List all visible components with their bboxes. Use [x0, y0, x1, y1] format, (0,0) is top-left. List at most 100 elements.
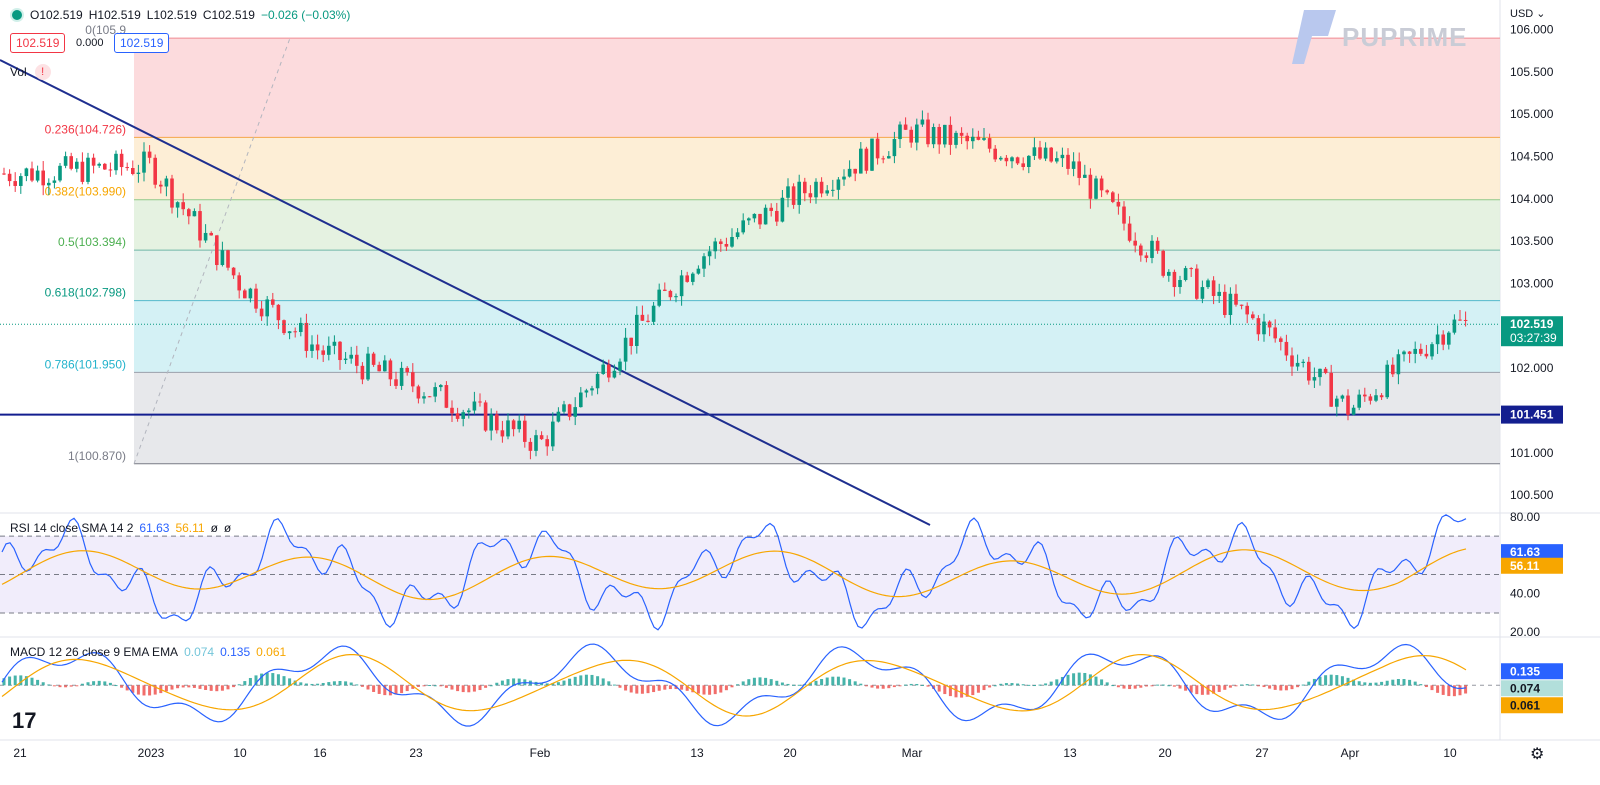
price-change: −0.026 (−0.03%) [260, 8, 351, 22]
candle-body [355, 354, 359, 366]
macd-histogram-bar [1027, 684, 1031, 686]
candle-body [343, 358, 348, 361]
candle-body [607, 364, 611, 378]
candle-body [13, 181, 17, 186]
candle-body [847, 168, 852, 177]
candle-body [1351, 407, 1356, 415]
candle-body [198, 211, 202, 241]
candle-body [623, 337, 628, 362]
currency-selector[interactable]: USD ⌄ [1510, 8, 1546, 20]
candle-body [747, 218, 751, 221]
macd-histogram-bar [1329, 674, 1333, 686]
macd-histogram-bar [355, 684, 359, 686]
candle-body [1083, 174, 1087, 178]
macd-histogram-bar [19, 675, 23, 686]
macd-histogram-bar [226, 685, 230, 690]
candle-body [965, 135, 969, 142]
sell-price-button[interactable]: 102.519 [10, 33, 66, 53]
volume-legend[interactable]: Vol ! [10, 64, 51, 80]
macd-histogram-bar [366, 685, 370, 690]
macd-histogram-bar [1245, 684, 1249, 686]
buy-price-button[interactable]: 102.519 [114, 33, 170, 53]
spread-value: 0.000 [76, 37, 104, 49]
candle-body [153, 157, 157, 185]
candle-body [1234, 293, 1238, 305]
gear-icon[interactable]: ⚙ [1530, 746, 1545, 763]
macd-histogram-bar [943, 685, 947, 695]
candle-body [679, 275, 684, 297]
macd-histogram-bar [1436, 685, 1440, 693]
rsi-legend[interactable]: RSI 14 close SMA 14 2 61.63 56.11 ø ø [10, 521, 232, 535]
macd-histogram-bar [1352, 679, 1356, 686]
candle-body [601, 364, 605, 374]
macd-histogram-bar [780, 682, 784, 686]
macd-histogram-bar [13, 675, 17, 686]
candle-body [696, 268, 701, 274]
candle-body [836, 179, 841, 190]
candle-body [691, 273, 695, 282]
macd-legend[interactable]: MACD 12 26 close 9 EMA EMA 0.074 0.135 0… [10, 645, 287, 659]
macd-histogram-bar [1346, 677, 1350, 686]
candle-body [1027, 155, 1031, 168]
macd-histogram-bar [142, 685, 146, 696]
candle-body [915, 124, 919, 143]
macd-histogram-bar [1004, 683, 1008, 686]
candle-body [1178, 279, 1182, 288]
macd-histogram-bar [428, 685, 432, 687]
candle-body [1458, 319, 1462, 321]
candle-body [618, 361, 622, 371]
macd-histogram-bar [1083, 672, 1087, 686]
macd-histogram-bar [187, 685, 191, 688]
macd-histogram-bar [97, 680, 101, 686]
macd-histogram-bar [758, 677, 762, 686]
macd-histogram-bar [506, 679, 510, 686]
macd-histogram-bar [444, 685, 448, 688]
macd-histogram-bar [349, 682, 353, 686]
macd-histogram-bar [388, 685, 392, 696]
candle-body [1419, 348, 1423, 354]
macd-histogram-bar [904, 684, 908, 686]
candle-body [383, 360, 387, 372]
candle-body [539, 435, 544, 440]
macd-histogram-bar [1038, 684, 1042, 686]
candle-body [215, 235, 219, 266]
candle-body [595, 373, 600, 389]
macd-histogram-bar [500, 680, 504, 686]
macd-histogram-bar [1284, 685, 1288, 691]
candle-body [926, 119, 930, 145]
macd-histogram-bar [646, 685, 650, 694]
candle-body [69, 156, 73, 169]
macd-histogram-bar [484, 685, 488, 688]
macd-histogram-bar [288, 678, 292, 686]
macd-histogram-bar [86, 682, 90, 686]
macd-histogram-bar [909, 683, 913, 686]
macd-histogram-bar [993, 685, 997, 687]
macd-histogram-bar [713, 685, 717, 695]
candle-body [640, 314, 645, 321]
macd-histogram-bar [988, 685, 992, 688]
macd-histogram-bar [960, 685, 964, 698]
candle-body [472, 401, 477, 411]
price-axis-tick: 101.000 [1510, 446, 1554, 460]
macd-histogram-bar [797, 684, 801, 686]
fib-label-0.786: 0.786(101.950) [45, 357, 126, 371]
candle-body [360, 365, 365, 380]
candle-body [265, 299, 269, 317]
candle-body [181, 202, 185, 210]
candle-body [287, 331, 292, 334]
macd-histogram-bar [747, 679, 751, 686]
macd-value-tag [1501, 663, 1563, 680]
macd-histogram-bar [1223, 685, 1227, 690]
candle-body [663, 289, 667, 291]
macd-histogram-bar [752, 677, 756, 686]
macd-histogram-bar [680, 685, 684, 690]
candle-body [579, 392, 583, 408]
macd-histogram-bar [237, 684, 241, 686]
candle-body [993, 148, 997, 160]
time-axis-tick: 10 [233, 746, 247, 760]
tradingview-logo-icon[interactable]: 17 [12, 708, 37, 733]
macd-histogram-bar [153, 685, 157, 695]
macd-histogram-bar [58, 685, 62, 688]
current-price-tag [1501, 316, 1563, 347]
